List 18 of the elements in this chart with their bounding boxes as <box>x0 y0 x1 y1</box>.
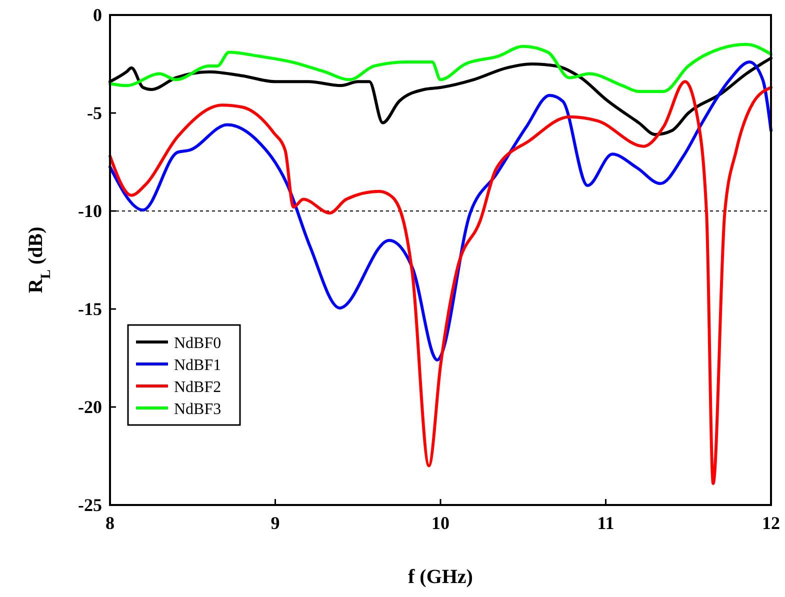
legend-label: NdBF0 <box>174 335 222 352</box>
x-axis-title: f (GHz) <box>408 566 473 588</box>
x-tick-label: 9 <box>270 513 280 533</box>
y-tick-label: -20 <box>78 397 102 417</box>
x-tick-label: 11 <box>597 513 614 533</box>
legend-label: NdBF2 <box>174 379 222 396</box>
x-tick-label: 8 <box>106 513 114 533</box>
x-tick-label: 10 <box>432 513 450 533</box>
legend-label: NdBF3 <box>174 401 222 418</box>
line-series <box>108 42 772 93</box>
line-series <box>108 80 772 485</box>
y-tick-label: -25 <box>78 495 102 515</box>
y-tick-label: -15 <box>78 299 102 319</box>
y-tick-label: -5 <box>87 103 102 123</box>
legend-label: NdBF1 <box>174 357 222 374</box>
x-tick-label: 12 <box>762 513 780 533</box>
y-tick-label: 0 <box>93 5 102 25</box>
y-tick-label: -10 <box>78 201 102 221</box>
